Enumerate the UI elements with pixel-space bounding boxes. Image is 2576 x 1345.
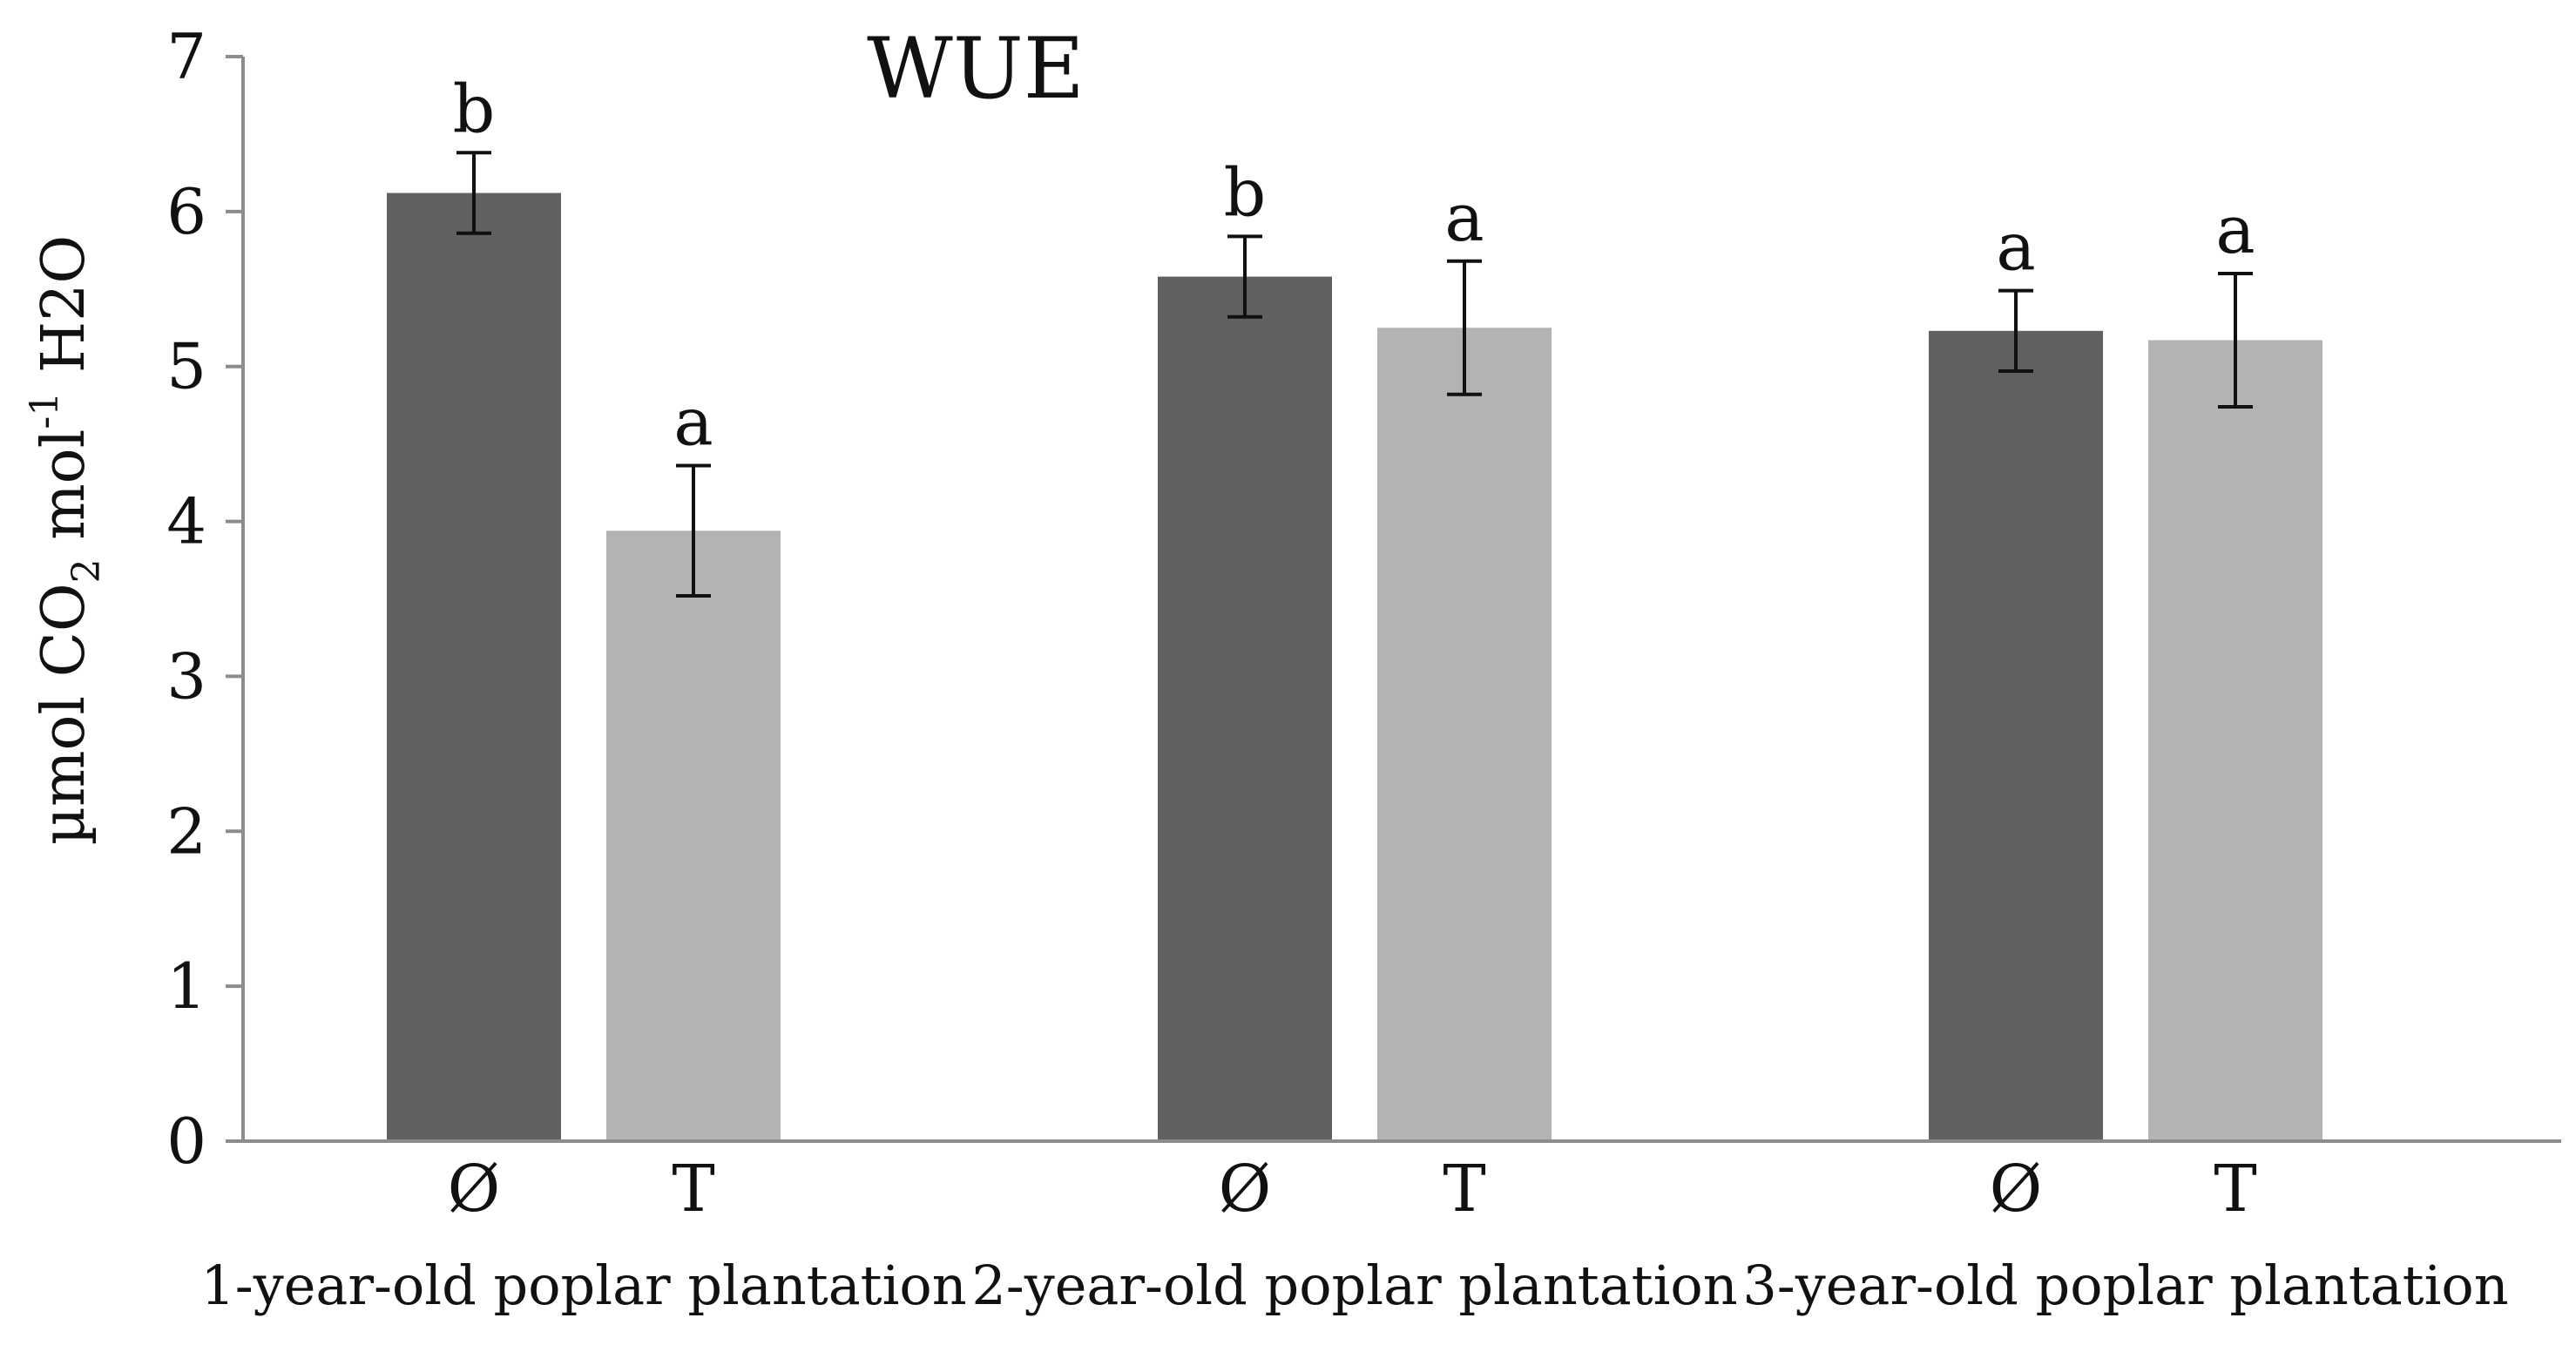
treatment-label: Ø	[448, 1152, 501, 1227]
y-axis-label-subscript: 2	[64, 558, 109, 583]
bar-treatment-2	[1377, 328, 1552, 1141]
treatment-label: T	[672, 1152, 714, 1227]
y-tick-label: 4	[166, 485, 206, 558]
bar-treatment-1	[606, 531, 781, 1141]
y-tick-label: 1	[166, 950, 206, 1023]
y-tick-label: 7	[166, 20, 206, 93]
significance-letter: b	[453, 70, 496, 147]
y-axis-label-suffix: H2O	[30, 235, 98, 392]
y-axis-label-superscript: -1	[23, 392, 67, 429]
y-tick-label: 2	[166, 794, 206, 868]
significance-letter: a	[2215, 191, 2255, 268]
significance-letter: b	[1224, 153, 1267, 231]
treatment-label: Ø	[1990, 1152, 2043, 1227]
y-tick-label: 3	[166, 639, 206, 713]
category-label: 3-year-old poplar plantation	[1742, 1254, 2508, 1317]
y-tick-label: 5	[166, 330, 206, 403]
bar-control-3	[1929, 330, 2103, 1141]
y-axis-label-middle: mol	[30, 429, 98, 559]
treatment-label: T	[2214, 1152, 2256, 1227]
category-label: 1-year-old poplar plantation	[200, 1254, 966, 1317]
chart-title: WUE	[867, 20, 1085, 118]
significance-letter: a	[673, 383, 713, 461]
chart-marks: b Øa T 1-year-old poplar plantation b Øa T 2-ye…	[200, 70, 2508, 1317]
treatment-label: T	[1443, 1152, 1485, 1227]
significance-letter: a	[1444, 179, 1484, 256]
y-tick-label: 0	[166, 1105, 206, 1178]
y-axis-label: µmol CO2 mol-1 H2O	[23, 235, 109, 845]
y-axis-ticks: 0 1 2 3 4 5 6 7	[166, 20, 243, 1178]
y-axis-label-prefix: µmol CO	[30, 583, 98, 845]
significance-letter: a	[1996, 208, 2035, 286]
treatment-label: Ø	[1219, 1152, 1272, 1227]
y-tick-label: 6	[166, 175, 206, 248]
bar-control-2	[1158, 276, 1332, 1141]
bar-treatment-3	[2148, 340, 2322, 1141]
bar-control-1	[387, 193, 561, 1141]
category-label: 2-year-old poplar plantation	[971, 1254, 1737, 1317]
